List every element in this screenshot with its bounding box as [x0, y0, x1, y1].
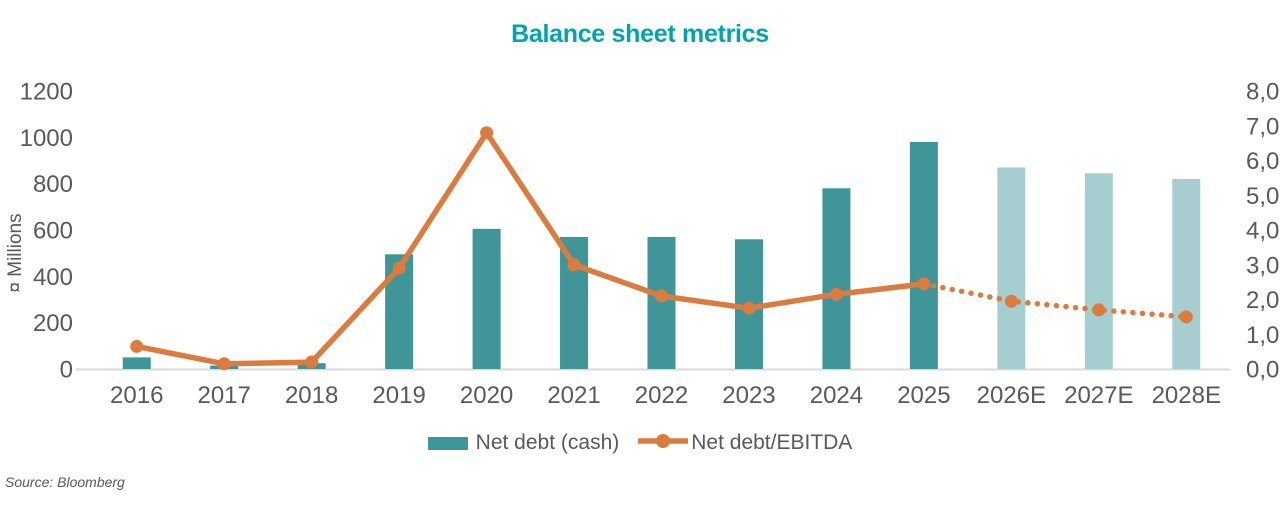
y-right-tick-label: 3,0 [1246, 252, 1279, 279]
legend-item-net-debt: Net debt (cash) [427, 431, 620, 455]
ratio-line-dotted-forecast [921, 281, 1190, 320]
y-right-tick-label: 0,0 [1246, 357, 1279, 384]
y-right-tick-label: 5,0 [1246, 183, 1279, 210]
ratio-marker-2018 [305, 355, 319, 369]
x-tick-label-2027E: 2027E [1064, 382, 1133, 409]
x-tick-label-2025: 2025 [897, 382, 950, 409]
x-tick-label-2023: 2023 [722, 382, 775, 409]
x-tick-label-2028E: 2028E [1152, 382, 1221, 409]
y-right-tick-label: 2,0 [1246, 287, 1279, 314]
line-marker-icon [638, 434, 689, 448]
chart-plot-area: 0 200 400 600 800 1000 1200 0,0 1,0 2,0 3,0 4,0 5,0 6… [20, 79, 1280, 410]
bar-2028E [1172, 179, 1201, 369]
bar-2026E [997, 167, 1026, 369]
ratio-marker-2023 [742, 301, 756, 315]
y-right-tick-label: 1,0 [1246, 322, 1279, 349]
legend-bar-label: Net debt (cash) [475, 431, 620, 454]
ratio-line-solid [133, 129, 927, 367]
x-tick-label-2021: 2021 [547, 382, 600, 409]
legend-line-label: Net debt/EBITDA [691, 431, 853, 454]
y-right-tick-label: 6,0 [1246, 148, 1279, 175]
bar-2025 [909, 141, 938, 369]
bar-2016 [122, 357, 151, 369]
chart-title: Balance sheet metrics [511, 20, 769, 48]
ratio-marker-2028E [1179, 310, 1193, 324]
y-right-tick-label: 8,0 [1246, 79, 1279, 106]
ratio-marker-2017 [217, 357, 231, 371]
ratio-marker-2016 [130, 339, 144, 353]
bar-2027E [1084, 173, 1113, 369]
y-left-tick-label: 1200 [20, 79, 73, 106]
y-left-tick-label: 0 [60, 357, 73, 384]
ratio-marker-2026E [1004, 294, 1018, 308]
bar-2022 [647, 236, 676, 369]
ratio-marker-2019 [392, 261, 406, 275]
ratio-marker-2027E [1092, 303, 1106, 317]
bar-2024 [822, 188, 851, 369]
x-tick-label-2017: 2017 [197, 382, 250, 409]
source-note: Source: Bloomberg [5, 474, 125, 490]
bar-series-swatch-icon [427, 436, 468, 450]
x-tick-label-2024: 2024 [810, 382, 863, 409]
legend-line-marker-icon [656, 434, 671, 448]
y-right-tick-label: 4,0 [1246, 218, 1279, 245]
y-left-tick-label: 600 [33, 218, 73, 245]
x-tick-label-2020: 2020 [460, 382, 513, 409]
x-tick-label-2026E: 2026E [977, 382, 1046, 409]
chart-legend: Net debt (cash) Net debt/EBITDA [0, 431, 1280, 455]
x-tick-label-2018: 2018 [285, 382, 338, 409]
x-tick-label-2016: 2016 [110, 382, 163, 409]
y-left-tick-label: 1000 [20, 125, 73, 152]
x-tick-label-2022: 2022 [635, 382, 688, 409]
legend-item-ratio: Net debt/EBITDA [619, 431, 852, 455]
ratio-marker-2024 [829, 287, 843, 301]
ratio-marker-2021 [567, 258, 581, 272]
line-series-swatch-icon [637, 431, 689, 455]
y-left-tick-label: 800 [33, 171, 73, 198]
ratio-marker-2020 [480, 126, 494, 140]
x-tick-label-2019: 2019 [372, 382, 425, 409]
ratio-marker-2025 [917, 277, 931, 291]
y-left-tick-label: 400 [33, 264, 73, 291]
bar-2020 [472, 228, 501, 369]
bar-2021 [560, 236, 589, 369]
y-left-tick-label: 200 [33, 310, 73, 337]
y-right-tick-label: 7,0 [1246, 113, 1279, 140]
ratio-marker-2022 [655, 289, 668, 303]
